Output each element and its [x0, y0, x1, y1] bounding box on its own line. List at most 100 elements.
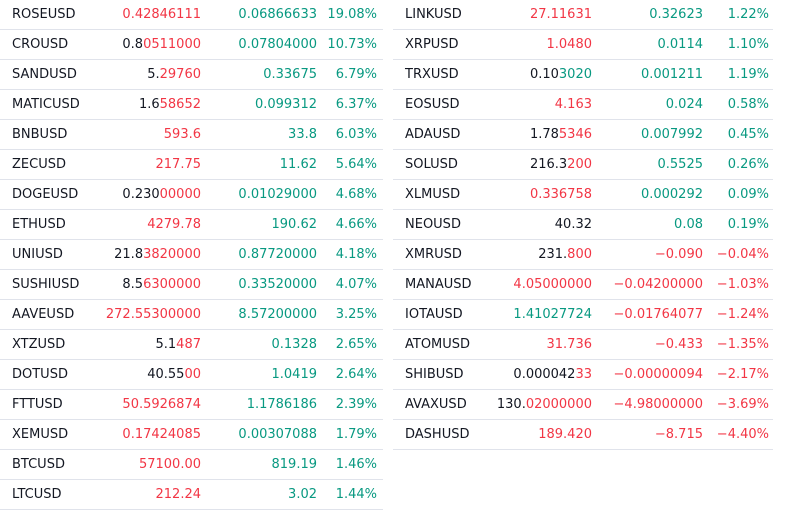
symbol-row-shibusd[interactable]: SHIBUSD 0.00004233 −0.00000094 −2.17% [393, 360, 773, 390]
symbol-row-roseusd[interactable]: ROSEUSD 0.42846111 0.06866633 19.08% [0, 0, 383, 30]
percent-change: 5.64% [335, 157, 377, 172]
symbol-row-uniusd[interactable]: UNIUSD 21.83820000 0.87720000 4.18% [0, 240, 383, 270]
symbol-name[interactable]: UNIUSD [12, 247, 63, 262]
last-price: 593.6 [164, 127, 201, 143]
symbol-row-adausd[interactable]: ADAUSD 1.785346 0.007992 0.45% [393, 120, 773, 150]
percent-change: 6.79% [335, 67, 377, 82]
last-price: 0.103020 [530, 67, 592, 83]
symbol-name[interactable]: DASHUSD [405, 427, 470, 442]
symbol-name[interactable]: CROUSD [12, 37, 69, 52]
symbol-name[interactable]: XEMUSD [12, 427, 69, 442]
symbol-name[interactable]: MATICUSD [12, 97, 80, 112]
last-price: 0.17424085 [122, 427, 201, 443]
symbol-name[interactable]: SHIBUSD [405, 367, 464, 382]
symbol-row-maticusd[interactable]: MATICUSD 1.658652 0.099312 6.37% [0, 90, 383, 120]
symbol-name[interactable]: XMRUSD [405, 247, 462, 262]
symbol-row-ethusd[interactable]: ETHUSD 4279.78 190.62 4.66% [0, 210, 383, 240]
symbol-row-xmrusd[interactable]: XMRUSD 231.800 −0.090 −0.04% [393, 240, 773, 270]
symbol-row-dogeusd[interactable]: DOGEUSD 0.23000000 0.01029000 4.68% [0, 180, 383, 210]
symbol-name[interactable]: ROSEUSD [12, 7, 76, 22]
percent-change: −0.04% [716, 247, 769, 262]
percent-change: 0.26% [727, 157, 769, 172]
symbol-row-linkusd[interactable]: LINKUSD 27.11631 0.32623 1.22% [393, 0, 773, 30]
symbol-name[interactable]: LTCUSD [12, 487, 62, 502]
last-price-base: 231. [538, 247, 568, 262]
symbol-row-crousd[interactable]: CROUSD 0.80511000 0.07804000 10.73% [0, 30, 383, 60]
symbol-name[interactable]: XTZUSD [12, 337, 66, 352]
symbol-row-btcusd[interactable]: BTCUSD 57100.00 819.19 1.46% [0, 450, 383, 480]
last-price-change-digits: 217.75 [155, 157, 202, 172]
price-change: 0.0114 [657, 37, 704, 52]
symbol-row-ltcusd[interactable]: LTCUSD 212.24 3.02 1.44% [0, 480, 383, 510]
symbol-row-xtzusd[interactable]: XTZUSD 5.1487 0.1328 2.65% [0, 330, 383, 360]
price-change: 0.33520000 [238, 277, 317, 292]
percent-change: −1.24% [716, 307, 769, 322]
symbol-name[interactable]: ZECUSD [12, 157, 66, 172]
price-change: 0.08 [674, 217, 703, 232]
symbol-name[interactable]: BNBUSD [12, 127, 68, 142]
last-price: 1.41027724 [513, 307, 592, 323]
last-price-base: 40.55 [147, 367, 185, 382]
symbol-name[interactable]: SOLUSD [405, 157, 458, 172]
symbol-name[interactable]: EOSUSD [405, 97, 460, 112]
symbol-row-iotausd[interactable]: IOTAUSD 1.41027724 −0.01764077 −1.24% [393, 300, 773, 330]
symbol-name[interactable]: MANAUSD [405, 277, 472, 292]
symbol-row-atomusd[interactable]: ATOMUSD 31.736 −0.433 −1.35% [393, 330, 773, 360]
symbol-row-bnbusd[interactable]: BNBUSD 593.6 33.8 6.03% [0, 120, 383, 150]
symbol-row-fttusd[interactable]: FTTUSD 50.5926874 1.1786186 2.39% [0, 390, 383, 420]
symbol-name[interactable]: BTCUSD [12, 457, 65, 472]
price-change: 11.62 [279, 157, 317, 172]
symbol-name[interactable]: LINKUSD [405, 7, 462, 22]
symbol-name[interactable]: DOGEUSD [12, 187, 79, 202]
last-price-change-digits: 0.42846111 [122, 7, 201, 22]
symbol-name[interactable]: DOTUSD [12, 367, 68, 382]
last-price-base: 5.1 [155, 337, 177, 352]
percent-change: 6.37% [335, 97, 377, 112]
price-change: 33.8 [288, 127, 317, 142]
symbol-name[interactable]: XRPUSD [405, 37, 459, 52]
symbol-name[interactable]: IOTAUSD [405, 307, 463, 322]
symbol-name[interactable]: TRXUSD [405, 67, 459, 82]
last-price-change-digits: 00000 [159, 187, 201, 202]
symbol-row-neousd[interactable]: NEOUSD 40.32 0.08 0.19% [393, 210, 773, 240]
symbol-row-dotusd[interactable]: DOTUSD 40.5500 1.0419 2.64% [0, 360, 383, 390]
price-change: 0.024 [665, 97, 703, 112]
last-price-change-digits: 33 [575, 367, 592, 382]
symbol-row-dashusd[interactable]: DASHUSD 189.420 −8.715 −4.40% [393, 420, 773, 450]
symbol-row-avaxusd[interactable]: AVAXUSD 130.02000000 −4.98000000 −3.69% [393, 390, 773, 420]
last-price-base: 1.78 [529, 127, 559, 142]
last-price-base: 0.000042 [513, 367, 576, 382]
symbol-name[interactable]: FTTUSD [12, 397, 63, 412]
symbol-row-solusd[interactable]: SOLUSD 216.3200 0.5525 0.26% [393, 150, 773, 180]
last-price-change-digits: 212.24 [155, 487, 202, 502]
symbol-name[interactable]: SUSHIUSD [12, 277, 80, 292]
symbol-name[interactable]: ETHUSD [12, 217, 66, 232]
symbol-row-manausd[interactable]: MANAUSD 4.05000000 −0.04200000 −1.03% [393, 270, 773, 300]
last-price-change-digits: 4.163 [554, 97, 592, 112]
symbol-name[interactable]: XLMUSD [405, 187, 461, 202]
symbol-name[interactable]: AAVEUSD [12, 307, 75, 322]
symbol-name[interactable]: SANDUSD [12, 67, 77, 82]
last-price-change-digits: 31.736 [546, 337, 593, 352]
symbol-name[interactable]: ADAUSD [405, 127, 461, 142]
symbol-row-xlmusd[interactable]: XLMUSD 0.336758 0.000292 0.09% [393, 180, 773, 210]
symbol-row-trxusd[interactable]: TRXUSD 0.103020 0.001211 1.19% [393, 60, 773, 90]
symbol-row-sushiusd[interactable]: SUSHIUSD 8.56300000 0.33520000 4.07% [0, 270, 383, 300]
last-price-change-digits: 0511000 [143, 37, 201, 52]
symbol-row-eosusd[interactable]: EOSUSD 4.163 0.024 0.58% [393, 90, 773, 120]
price-change: 3.02 [288, 487, 317, 502]
price-change: 190.62 [271, 217, 318, 232]
last-price: 1.658652 [139, 97, 201, 113]
symbol-row-aaveusd[interactable]: AAVEUSD 272.55300000 8.57200000 3.25% [0, 300, 383, 330]
symbol-row-sandusd[interactable]: SANDUSD 5.29760 0.33675 6.79% [0, 60, 383, 90]
symbol-row-xemusd[interactable]: XEMUSD 0.17424085 0.00307088 1.79% [0, 420, 383, 450]
last-price-change-digits: 189.420 [538, 427, 592, 442]
last-price-change-digits: 3820000 [143, 247, 201, 262]
symbol-row-zecusd[interactable]: ZECUSD 217.75 11.62 5.64% [0, 150, 383, 180]
symbol-name[interactable]: ATOMUSD [405, 337, 471, 352]
symbol-name[interactable]: AVAXUSD [405, 397, 467, 412]
price-change: −0.01764077 [613, 307, 703, 322]
symbol-row-xrpusd[interactable]: XRPUSD 1.0480 0.0114 1.10% [393, 30, 773, 60]
price-change: −8.715 [654, 427, 703, 442]
symbol-name[interactable]: NEOUSD [405, 217, 461, 232]
